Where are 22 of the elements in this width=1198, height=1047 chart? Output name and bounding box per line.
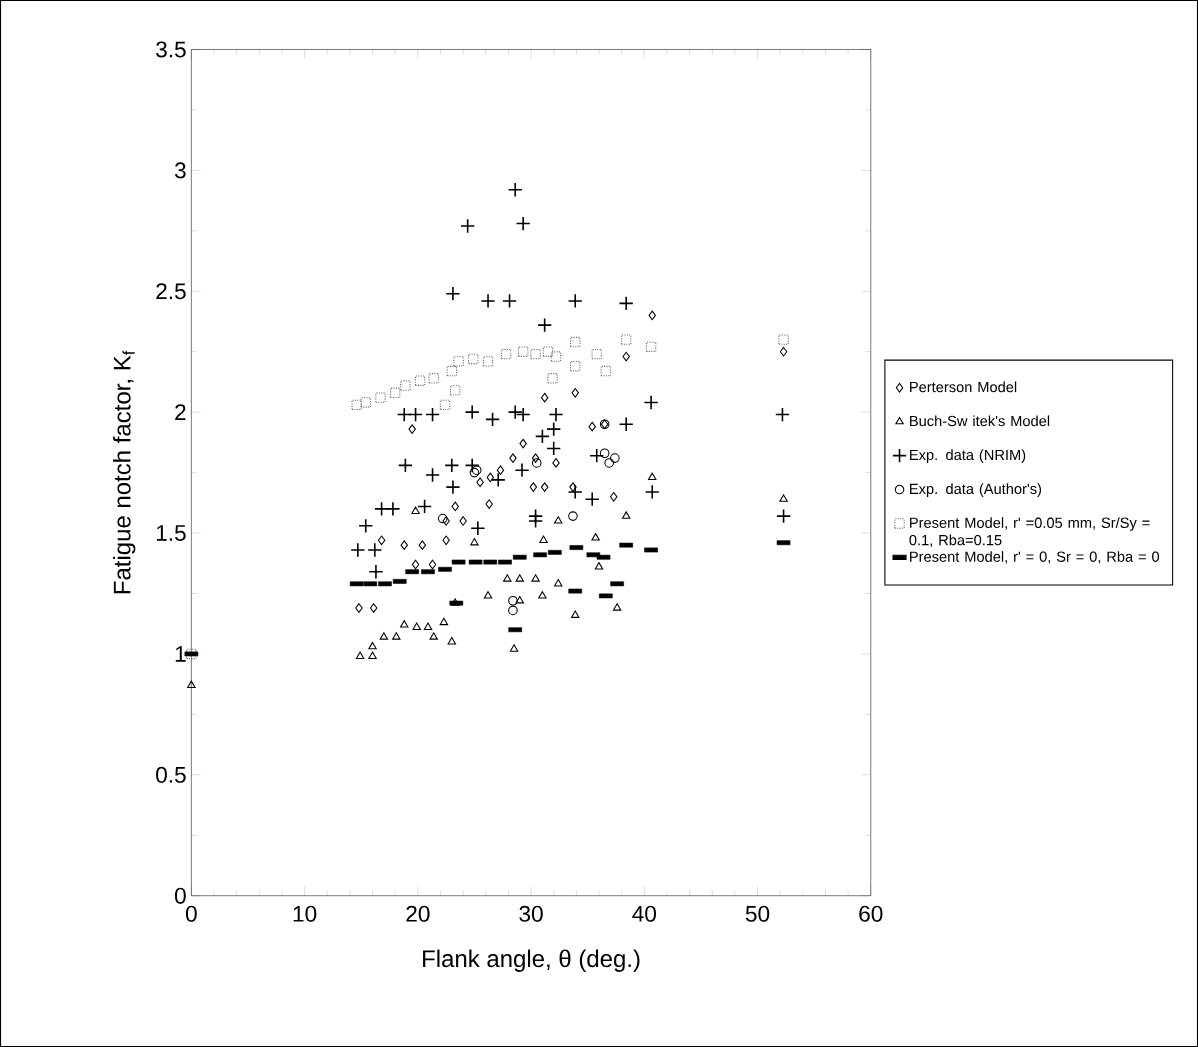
x-axis-title: Flank angle, θ (deg.) (423, 949, 640, 972)
x-tick-label: 30 (519, 905, 543, 922)
legend-label: Perterson Model (910, 381, 1017, 393)
y-tick-label: 2 (175, 404, 186, 420)
y-tick-label: 0.5 (156, 766, 186, 783)
y-tick-label: 3 (174, 162, 186, 179)
legend-label: Exp. data (Author's) (910, 483, 1042, 497)
x-tick-label: 50 (745, 905, 770, 922)
y-axis-title: Fatigue notch factor, K$_{f}$ (113, 350, 136, 594)
legend-label: Present Model, r' =0.05 mm, Sr/Sy = 0.1, Rba=0.15 (909, 517, 1150, 547)
x-tick-label: 60 (859, 905, 883, 922)
y-tick-label: 0 (174, 887, 186, 904)
y-tick-label: 1.5 (156, 525, 186, 541)
y-tick-label: 3.5 (156, 41, 186, 58)
legend-label: Present Model, r' = 0, Sr = 0, Rba = 0 (910, 551, 1160, 564)
y-tick-label: 2.5 (156, 283, 186, 300)
x-tick-label: 10 (293, 905, 317, 922)
x-tick-label: 20 (406, 905, 430, 922)
legend-label: Buch-Sw itek's Model (910, 415, 1050, 427)
x-tick-label: 40 (632, 905, 657, 922)
legend-label: Exp. data (NRIM) (910, 449, 1026, 463)
y-tick-label: 1 (175, 646, 186, 662)
